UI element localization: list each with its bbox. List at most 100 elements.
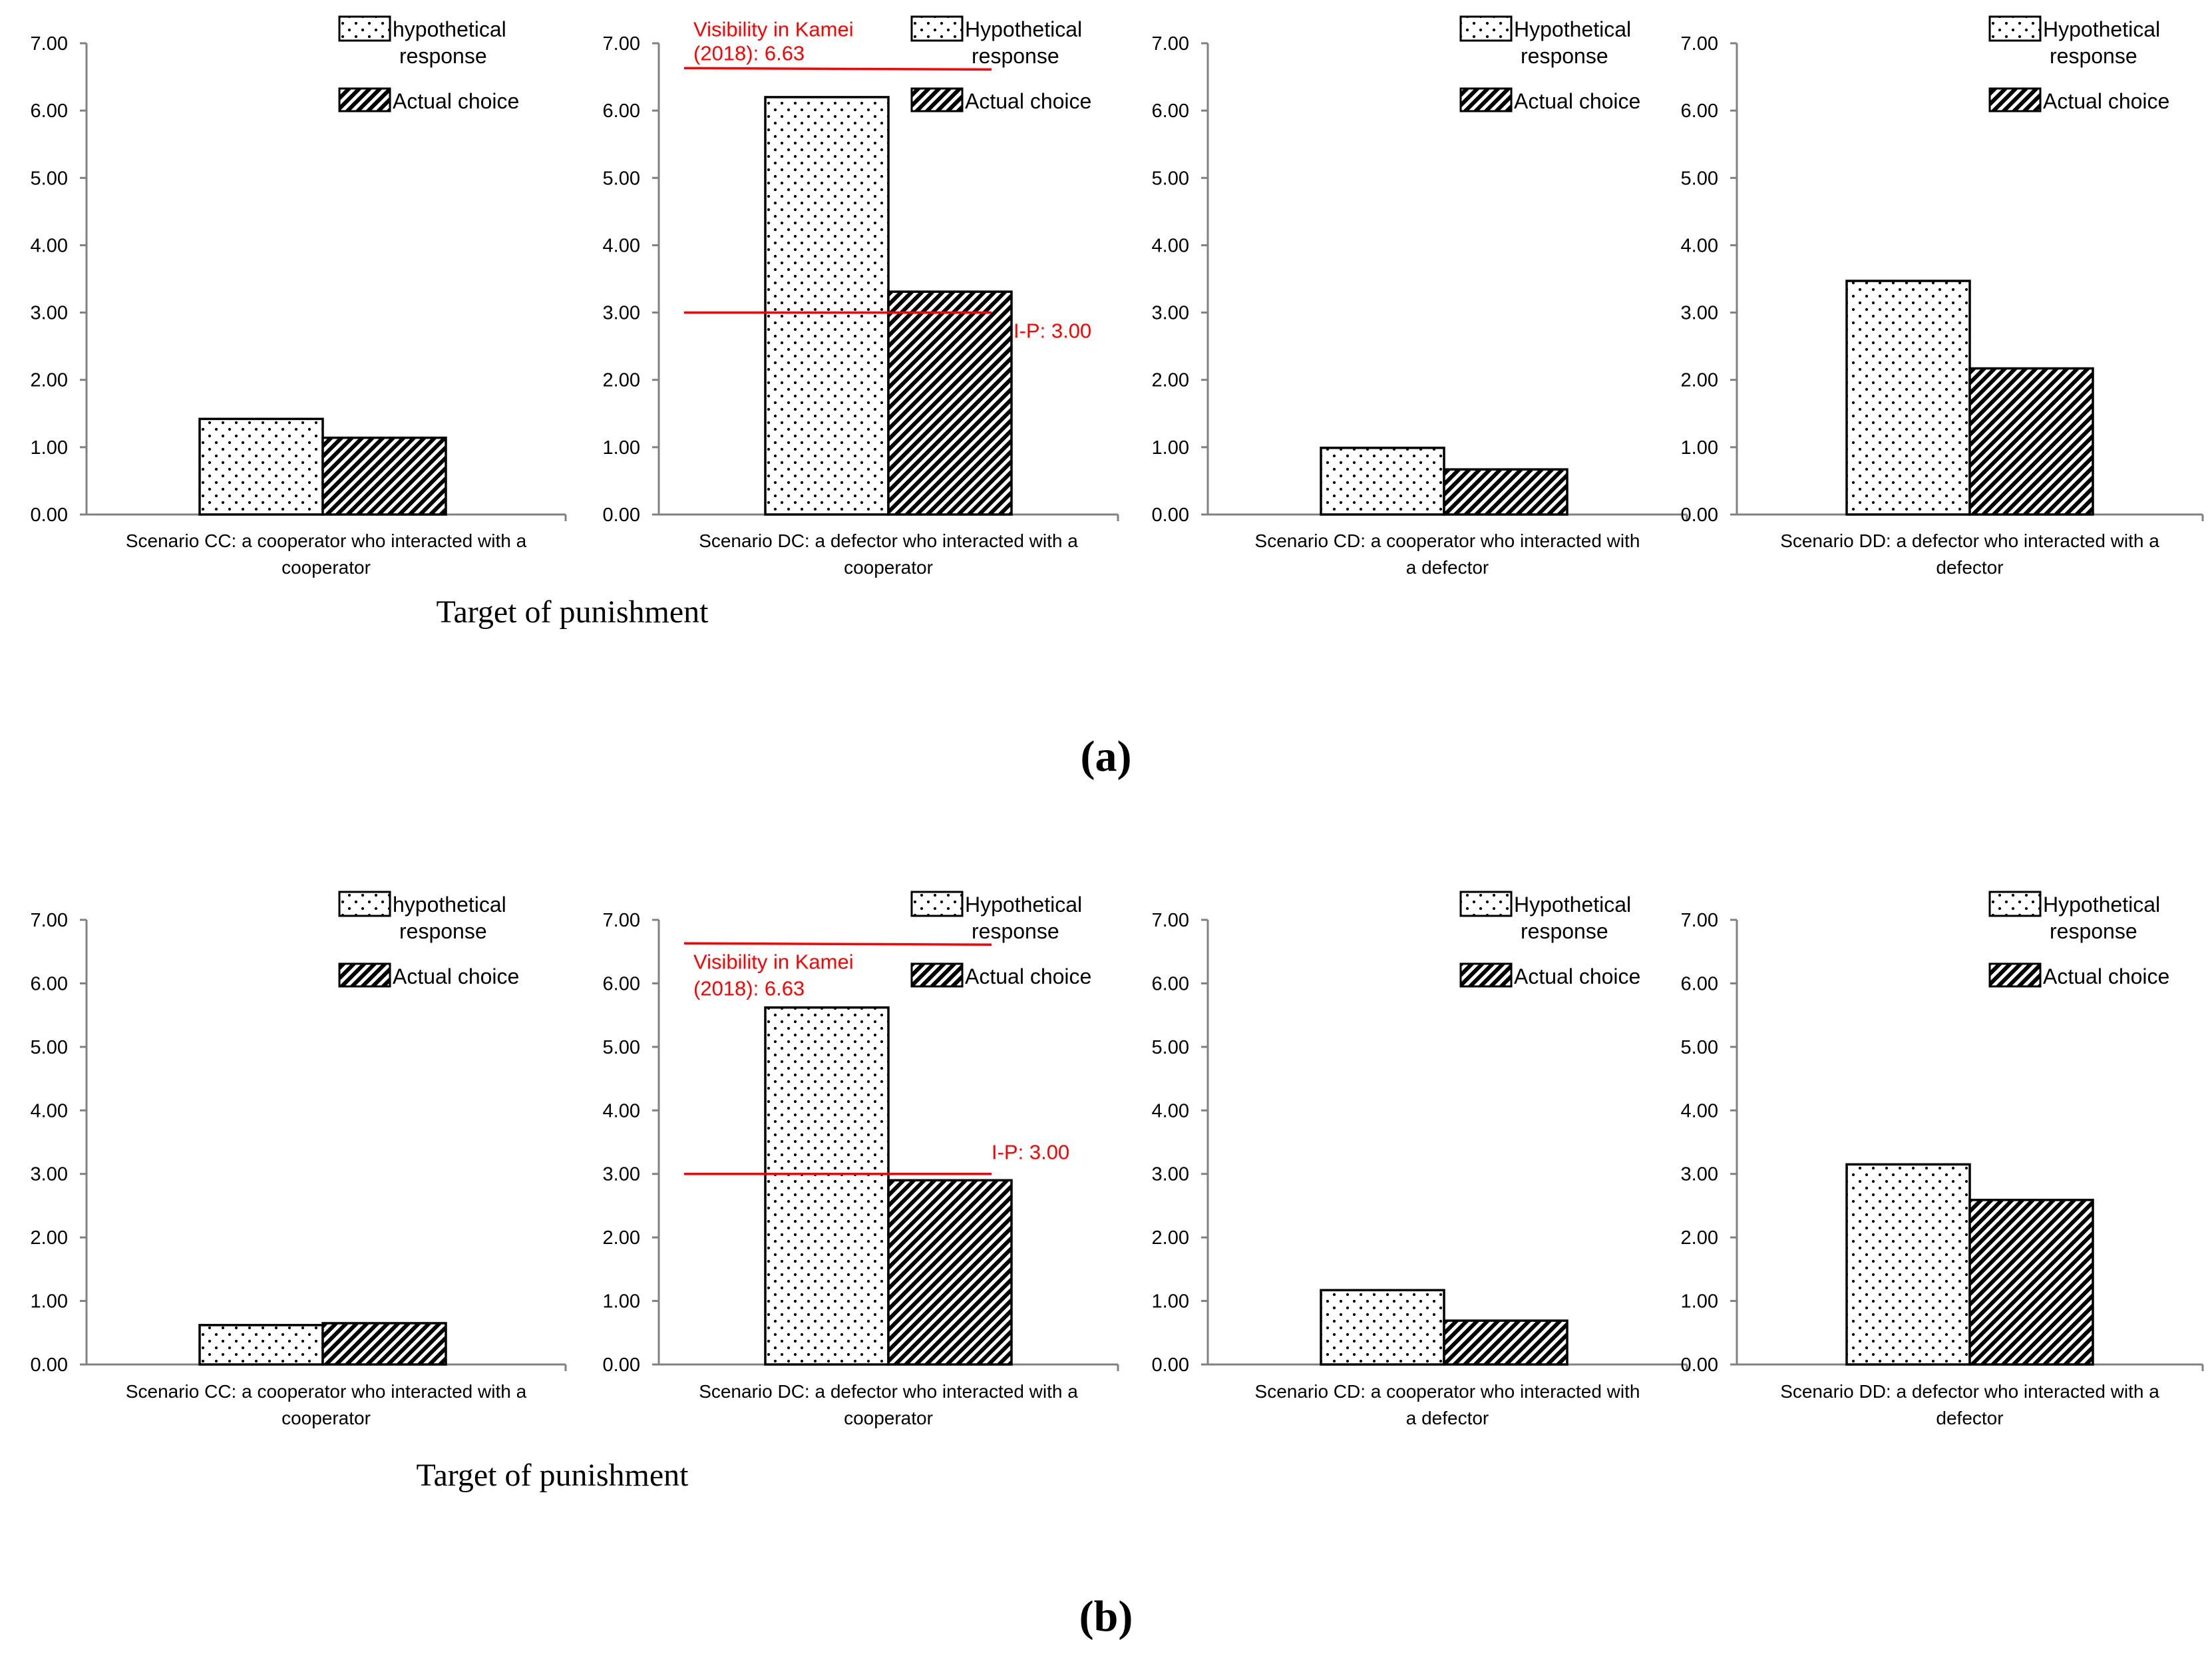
y-tick-label-b-3: 1.00 [1152,1291,1189,1313]
reference-label-ip-b-2: I-P: 3.00 [992,1141,1069,1164]
bar-hypothetical-b-4 [1845,1163,1971,1366]
bar-hypothetical-a-3 [1320,447,1445,516]
y-tick-label-a-3: 7.00 [1152,33,1189,55]
y-tick-label-a-1: 5.00 [31,168,68,189]
category-label-b-4: defector [1936,1408,2003,1428]
category-label-a-4: Scenario DD: a defector who interacted w… [1780,530,2159,551]
y-tick-label-a-4: 6.00 [1681,101,1718,122]
y-tick-label-a-4: 5.00 [1681,168,1718,189]
y-tick-label-b-2: 6.00 [603,973,640,994]
category-label-b-2: Scenario DC: a defector who interacted w… [699,1381,1078,1402]
y-tick-label-b-1: 4.00 [31,1100,68,1122]
legend-label-response-a-4: response [2050,44,2137,68]
bar-actual-b-1 [321,1322,447,1366]
y-tick-label-b-3: 6.00 [1152,973,1189,994]
y-tick-label-b-3: 5.00 [1152,1037,1189,1058]
bar-actual-b-2 [887,1179,1013,1366]
legend-swatch-hypothetical-a-4 [1988,15,2042,42]
y-tick-label-b-1: 3.00 [31,1164,68,1185]
y-tick-label-a-1: 2.00 [31,370,68,391]
y-tick-label-b-1: 1.00 [31,1291,68,1313]
bar-actual-a-2 [887,290,1013,516]
panel-label-a: (a) [1081,732,1132,781]
legend-label-actual-b-2: Actual choice [965,964,1091,988]
bar-actual-a-3 [1443,468,1568,516]
y-tick-label-a-3: 5.00 [1152,168,1189,189]
legend-swatch-hypothetical-a-2 [910,15,964,42]
y-tick-label-a-2: 2.00 [603,370,640,391]
y-tick-label-a-3: 0.00 [1152,505,1189,526]
category-label-a-3: a defector [1406,557,1489,578]
y-tick-label-b-3: 7.00 [1152,910,1189,931]
legend-swatch-hypothetical-a-3 [1459,15,1513,42]
legend-label-response-b-4: response [2050,919,2137,943]
y-tick-label-b-3: 2.00 [1152,1227,1189,1249]
y-tick-label-b-1: 7.00 [31,910,68,931]
y-tick-label-a-4: 3.00 [1681,303,1718,324]
x-axis-title-b: Target of punishment [416,1458,689,1493]
legend-swatch-hypothetical-b-3 [1459,891,1513,917]
y-tick-label-b-1: 2.00 [31,1227,68,1249]
legend-swatch-actual-a-3 [1459,87,1513,112]
y-tick-label-a-1: 6.00 [31,101,68,122]
reference-line-kamei-b-2 [683,942,992,946]
category-label-b-2: cooperator [844,1408,933,1428]
legend-label-response-b-2: response [972,919,1059,943]
y-tick-label-a-4: 4.00 [1681,235,1718,256]
legend-label-response-a-1: response [399,44,487,68]
y-tick-label-a-2: 6.00 [603,101,640,122]
legend-label-hypothetical-a-4: Hypothetical [2043,17,2160,41]
y-tick-label-a-2: 5.00 [603,168,640,189]
bar-hypothetical-b-3 [1320,1289,1445,1366]
legend-label-response-b-1: response [399,919,487,943]
category-label-b-1: cooperator [281,1408,371,1428]
legend-swatch-actual-b-2 [910,962,964,988]
y-tick-label-a-4: 2.00 [1681,370,1718,391]
y-tick-label-a-2: 7.00 [603,33,640,55]
legend-label-hypothetical-b-3: Hypothetical [1514,893,1631,917]
legend-swatch-actual-a-2 [910,87,964,112]
y-tick-label-a-4: 0.00 [1681,505,1718,526]
y-tick-label-a-3: 6.00 [1152,101,1189,122]
reference-label-kamei-b-2: Visibility in Kamei [693,950,854,973]
legend-label-hypothetical-b-2: Hypothetical [965,893,1082,917]
legend-label-response-b-3: response [1521,919,1608,943]
category-label-a-3: Scenario CD: a cooperator who interacted… [1255,530,1640,551]
bar-hypothetical-b-2 [764,1006,890,1366]
legend-swatch-actual-b-1 [338,962,391,988]
panel-label-b: (b) [1079,1592,1133,1641]
y-tick-label-b-4: 3.00 [1681,1164,1718,1185]
y-tick-label-a-4: 1.00 [1681,437,1718,459]
y-tick-label-a-3: 3.00 [1152,303,1189,324]
x-axis-title-a: Target of punishment [436,594,709,630]
y-tick-label-a-4: 7.00 [1681,33,1718,55]
category-label-a-1: Scenario CC: a cooperator who interacted… [126,530,527,551]
legend-label-hypothetical-a-2: Hypothetical [965,17,1082,41]
category-label-a-2: Scenario DC: a defector who interacted w… [699,530,1078,551]
legend-label-actual-a-4: Actual choice [2043,89,2169,113]
legend-swatch-hypothetical-b-4 [1988,891,2042,917]
legend-label-actual-a-1: Actual choice [393,89,519,113]
y-tick-label-a-1: 0.00 [31,505,68,526]
bar-hypothetical-b-1 [198,1324,324,1366]
y-tick-label-a-1: 1.00 [31,437,68,459]
legend-label-response-a-2: response [972,44,1059,68]
legend-label-actual-b-1: Actual choice [393,964,519,988]
bar-actual-a-4 [1968,367,2094,516]
y-tick-label-b-2: 2.00 [603,1227,640,1249]
category-label-b-3: a defector [1406,1408,1489,1428]
y-tick-label-b-2: 1.00 [603,1291,640,1313]
legend-swatch-actual-b-3 [1459,962,1513,988]
y-tick-label-b-2: 5.00 [603,1037,640,1058]
y-tick-label-b-4: 6.00 [1681,973,1718,994]
legend-label-hypothetical-b-1: hypothetical [393,893,506,917]
y-tick-label-a-1: 4.00 [31,235,68,256]
legend-label-actual-b-3: Actual choice [1514,964,1640,988]
y-tick-label-b-2: 7.00 [603,910,640,931]
reference-label-kamei-b-2: (2018): 6.63 [693,976,805,1000]
category-label-a-2: cooperator [844,557,933,578]
y-tick-label-b-4: 4.00 [1681,1100,1718,1122]
reference-line-kamei-a-2 [683,67,992,71]
legend-swatch-hypothetical-a-1 [338,15,391,42]
y-tick-label-a-2: 4.00 [603,235,640,256]
